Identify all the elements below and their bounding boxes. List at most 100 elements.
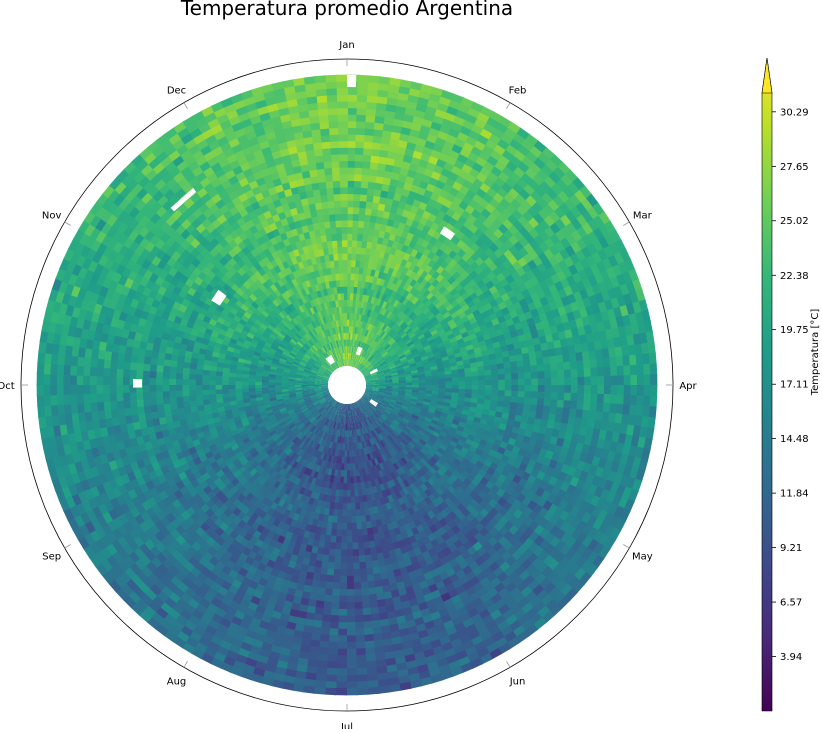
heatmap-cell xyxy=(332,334,337,342)
heatmap-cell xyxy=(264,361,272,366)
heatmap-cell xyxy=(316,341,322,349)
heatmap-cell xyxy=(330,334,335,342)
heatmap-cell xyxy=(394,404,402,410)
heatmap-cell xyxy=(333,362,338,369)
heatmap-cell xyxy=(327,367,333,373)
heatmap-cell xyxy=(352,409,355,417)
heatmap-cell xyxy=(307,360,315,366)
heatmap-cell xyxy=(305,340,313,348)
heatmap-cell xyxy=(391,322,398,331)
heatmap-cell xyxy=(289,319,297,327)
heatmap-cell xyxy=(383,395,392,400)
heatmap-cell xyxy=(322,392,330,396)
heatmap-cell xyxy=(276,364,285,370)
heatmap-cell xyxy=(347,410,350,418)
heatmap-cell xyxy=(394,346,402,353)
heatmap-cell xyxy=(267,349,276,356)
heatmap-cell xyxy=(307,383,315,385)
heatmap-cell xyxy=(380,315,387,323)
heatmap-cell xyxy=(384,302,391,310)
heatmap-cell xyxy=(409,403,417,408)
heatmap-cell xyxy=(392,306,399,315)
heatmap-cell xyxy=(339,476,344,484)
heatmap-cell xyxy=(335,361,340,368)
heatmap-cell xyxy=(354,429,358,437)
heatmap-cell xyxy=(278,420,287,427)
heatmap-cell xyxy=(321,387,329,390)
heatmap-cell xyxy=(328,328,333,336)
heatmap-cell xyxy=(415,318,423,327)
heatmap-cell xyxy=(348,352,351,360)
heatmap-cell xyxy=(347,253,353,261)
heatmap-cell xyxy=(302,370,311,375)
heatmap-cell xyxy=(248,387,256,392)
heatmap-cell xyxy=(292,453,300,462)
heatmap-cell xyxy=(314,420,321,428)
heatmap-cell xyxy=(497,373,506,381)
heatmap-cell xyxy=(333,401,339,408)
heatmap-cell xyxy=(372,379,380,382)
heatmap-cell xyxy=(248,384,256,389)
heatmap-cell xyxy=(383,367,391,372)
heatmap-cell xyxy=(367,346,373,353)
heatmap-cell xyxy=(280,318,289,326)
heatmap-cell xyxy=(373,333,379,341)
heatmap-cell xyxy=(376,305,383,314)
heatmap-cell xyxy=(404,393,413,397)
heatmap-cell xyxy=(288,388,296,392)
heatmap-cell xyxy=(364,373,371,378)
heatmap-cell xyxy=(350,509,357,517)
heatmap-cell xyxy=(321,409,328,416)
heatmap-cell xyxy=(235,388,243,393)
heatmap-cell xyxy=(354,402,359,409)
heatmap-cell xyxy=(330,441,335,450)
heatmap-cell xyxy=(320,309,326,318)
heatmap-cell xyxy=(426,428,435,435)
heatmap-cell xyxy=(369,317,375,325)
heatmap-cell xyxy=(301,345,309,352)
heatmap-cell xyxy=(395,364,404,370)
heatmap-cell xyxy=(364,433,370,441)
heatmap-cell xyxy=(341,233,348,241)
heatmap-cell xyxy=(310,329,317,337)
heatmap-cell xyxy=(336,353,341,361)
heatmap-cell xyxy=(358,363,364,371)
heatmap-cell xyxy=(296,331,304,339)
heatmap-cell xyxy=(357,362,362,370)
heatmap-cell xyxy=(378,391,386,395)
heatmap-cell xyxy=(349,345,352,353)
heatmap-cell xyxy=(383,325,390,333)
heatmap-cell xyxy=(363,394,370,399)
heatmap-cell xyxy=(387,319,394,327)
heatmap-cell xyxy=(414,358,423,364)
heatmap-cell xyxy=(384,373,392,378)
heatmap-cell xyxy=(373,450,380,459)
heatmap-cell xyxy=(302,428,310,436)
heatmap-cell xyxy=(256,421,265,429)
heatmap-cell xyxy=(417,321,426,329)
heatmap-cell xyxy=(346,575,354,583)
heatmap-cell xyxy=(295,455,302,464)
heatmap-cell xyxy=(279,422,288,430)
heatmap-cell xyxy=(346,483,351,491)
heatmap-cell xyxy=(371,377,379,380)
heatmap-cell xyxy=(315,391,323,396)
heatmap-cell xyxy=(337,339,341,348)
heatmap-cell xyxy=(332,355,337,362)
heatmap-cell xyxy=(319,452,325,461)
heatmap-cell xyxy=(307,315,314,323)
heatmap-cell xyxy=(376,370,384,375)
heatmap-cell xyxy=(364,376,372,380)
heatmap-cell xyxy=(346,417,349,425)
heatmap-cell xyxy=(290,364,299,369)
heatmap-cell xyxy=(338,353,341,361)
heatmap-cell xyxy=(342,339,345,347)
heatmap-cell xyxy=(397,338,405,346)
heatmap-cell xyxy=(368,367,376,373)
heatmap-cell xyxy=(373,297,379,306)
heatmap-cell xyxy=(296,351,304,358)
heatmap-cell xyxy=(409,400,418,406)
heatmap-cell xyxy=(300,358,308,364)
heatmap-cell xyxy=(346,403,348,412)
heatmap-cell xyxy=(324,336,329,345)
